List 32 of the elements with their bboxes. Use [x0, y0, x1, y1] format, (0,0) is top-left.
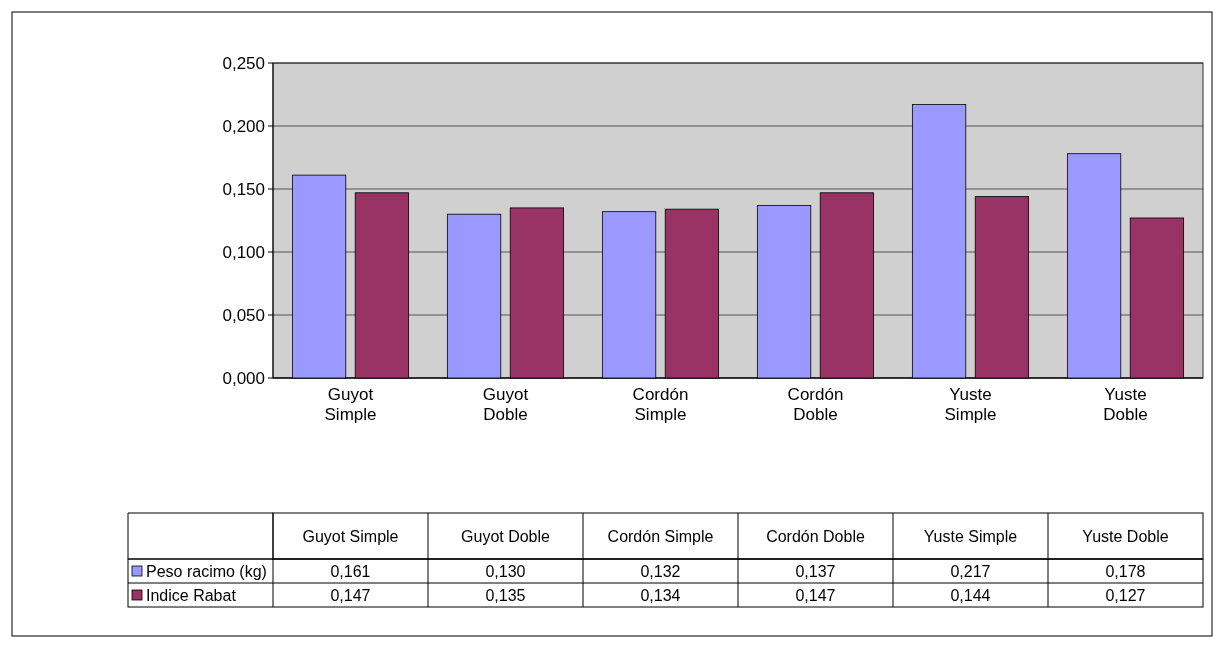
- data-label: 0,132: [640, 562, 681, 580]
- y-tick-label: 0,100: [222, 242, 265, 262]
- category-label: Guyot Doble: [461, 527, 550, 545]
- x-tick-label: Cordón Doble: [787, 385, 844, 424]
- data-label: 0,127: [1105, 586, 1146, 604]
- data-label: 0,178: [1105, 562, 1146, 580]
- data-label: 0,217: [950, 562, 991, 580]
- data-label: 0,147: [330, 586, 371, 604]
- x-tick-label: Yuste Simple: [944, 385, 997, 424]
- x-tick-label: Guyot Simple: [324, 385, 377, 424]
- category-label: Yuste Doble: [1082, 527, 1169, 545]
- category-label: Yuste Simple: [923, 527, 1018, 545]
- x-tick-label: Yuste Doble: [1103, 385, 1148, 424]
- data-label: 0,147: [795, 586, 836, 604]
- legend-label: Indice Rabat: [146, 586, 237, 604]
- category-label: Cordón Simple: [607, 527, 714, 545]
- data-label: 0,137: [795, 562, 836, 580]
- y-tick-label: 0,000: [222, 368, 265, 388]
- y-tick-label: 0,150: [222, 179, 265, 199]
- category-label: Cordón Doble: [766, 527, 865, 545]
- x-tick-label: Cordón Simple: [632, 385, 689, 424]
- data-label: 0,130: [485, 562, 526, 580]
- y-tick-label: 0,250: [222, 53, 265, 73]
- x-tick-label: Guyot Doble: [482, 385, 529, 424]
- data-label: 0,135: [485, 586, 526, 604]
- category-label: Guyot Simple: [302, 527, 399, 545]
- data-label: 0,144: [950, 586, 991, 604]
- y-tick-label: 0,050: [222, 305, 265, 325]
- data-label: 0,161: [330, 562, 371, 580]
- data-label: 0,134: [640, 586, 681, 604]
- legend-label: Peso racimo (kg): [146, 562, 267, 580]
- y-tick-label: 0,200: [222, 116, 265, 136]
